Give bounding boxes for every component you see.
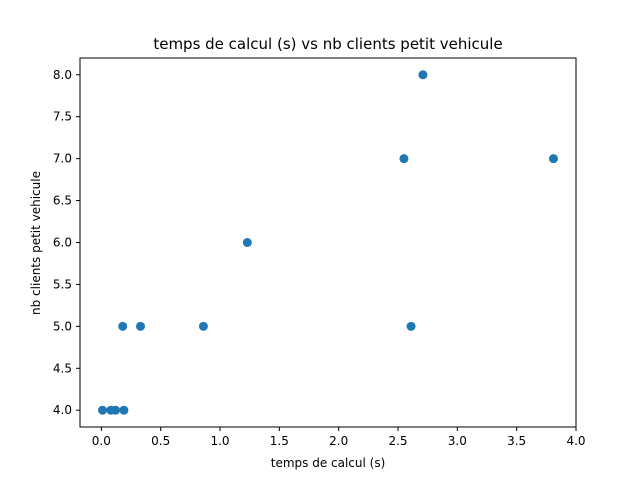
- x-tick-label: 3.5: [507, 434, 526, 448]
- y-tick-label: 4.5: [53, 361, 72, 375]
- y-axis-ticks: 4.0 4.5 5.0 5.5 6.0 6.5 7.0 7.5 8.0: [53, 68, 80, 417]
- y-tick-label: 7.0: [53, 152, 72, 166]
- y-tick-label: 8.0: [53, 68, 72, 82]
- x-axis-ticks: 0.0 0.5 1.0 1.5 2.0 2.5 3.0 3.5 4.0: [92, 427, 586, 448]
- x-tick-label: 2.5: [388, 434, 407, 448]
- scatter-point: [242, 238, 252, 247]
- y-tick-label: 6.5: [53, 194, 72, 208]
- x-tick-label: 0.5: [151, 434, 170, 448]
- x-axis-label: temps de calcul (s): [271, 456, 386, 470]
- x-tick-label: 2.0: [329, 434, 348, 448]
- y-tick-label: 6.0: [53, 236, 72, 250]
- x-tick-label: 0.0: [92, 434, 111, 448]
- scatter-point: [118, 321, 128, 331]
- scatter-point: [406, 321, 416, 331]
- y-tick-label: 5.0: [53, 319, 72, 333]
- scatter-point: [136, 321, 146, 331]
- x-tick-label: 3.0: [448, 434, 467, 448]
- scatter-point: [98, 405, 108, 415]
- x-tick-label: 4.0: [566, 434, 585, 448]
- scatter-point: [119, 405, 129, 415]
- y-axis-label: nb clients petit vehicule: [29, 171, 43, 315]
- chart-title: temps de calcul (s) vs nb clients petit …: [153, 35, 502, 53]
- y-tick-label: 4.0: [53, 403, 72, 417]
- scatter-point: [548, 154, 558, 164]
- plot-area-frame: [79, 57, 577, 428]
- scatter-point: [198, 321, 208, 331]
- scatter-point: [111, 405, 121, 415]
- y-tick-label: 5.5: [53, 277, 72, 291]
- data-points: [98, 70, 558, 415]
- y-tick-label: 7.5: [53, 110, 72, 124]
- scatter-point: [399, 154, 409, 164]
- x-tick-label: 1.5: [270, 434, 289, 448]
- x-tick-label: 1.0: [210, 434, 229, 448]
- scatter-point: [418, 70, 428, 80]
